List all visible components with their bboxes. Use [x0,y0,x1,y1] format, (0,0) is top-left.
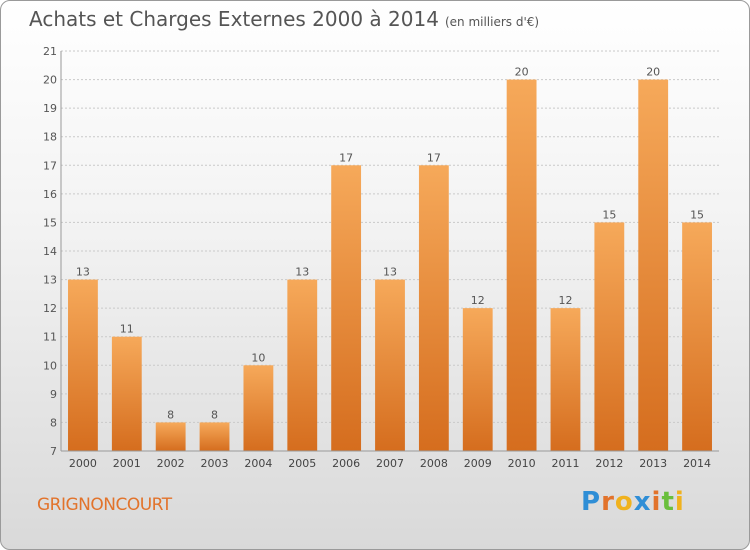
bar [682,222,712,451]
bar [375,279,405,451]
x-axis: 2000 2001 2002 2003 2004 2005 2006 2007 2008 2009… [61,450,719,470]
y-tick-label: 11 [43,331,57,344]
bar-value-label: 8 [211,408,218,421]
bar [287,279,318,451]
bar-value-label: 13 [295,266,309,279]
bar [506,79,537,452]
x-tick-label: 2004 [244,457,272,470]
y-axis: 7 8 9 10 11 12 13 14 15 16 17 18 19 20 21 [43,45,62,458]
y-tick-label: 17 [43,159,57,172]
y-tick-label: 9 [50,388,57,401]
y-tick-label: 8 [50,416,57,429]
bar [155,422,186,451]
y-tick-label: 18 [43,131,57,144]
bar-value-label: 20 [646,66,660,79]
logo-letter: i [674,487,685,517]
logo-letter: t [661,487,675,517]
x-tick-label: 2001 [113,457,141,470]
bar-value-label: 15 [602,208,616,221]
bar-value-label: 20 [515,66,529,79]
x-tick-label: 2007 [376,457,404,470]
logo-letter: x [633,487,652,517]
x-tick-label: 2009 [464,457,492,470]
chart-title: Achats et Charges Externes 2000 à 2014 (e… [29,7,539,31]
bar-value-label: 15 [690,208,704,221]
bar-value-label: 17 [427,151,441,164]
chart-subtitle: (en milliers d'€) [444,15,540,29]
y-tick-label: 13 [43,274,57,287]
x-tick-label: 2005 [288,457,316,470]
x-tick-label: 2014 [683,457,711,470]
bar [638,79,669,452]
x-tick-label: 2013 [639,457,667,470]
commune-name: GRIGNONCOURT [37,495,172,515]
x-tick-label: 2008 [420,457,448,470]
bar-value-label: 13 [76,266,90,279]
bar-value-label: 17 [339,151,353,164]
y-tick-label: 15 [43,216,57,229]
logo-letter: o [614,487,634,517]
bar-value-label: 8 [167,408,174,421]
bar [594,222,625,451]
bar [331,165,362,452]
bar [68,279,98,451]
bar [418,165,449,452]
y-tick-label: 21 [43,45,57,58]
y-tick-label: 10 [43,359,57,372]
y-tick-label: 19 [43,102,57,115]
logo-letter: P [581,487,602,517]
logo-letter: i [651,487,662,517]
logo-letter: r [601,487,615,517]
bar [243,365,274,451]
bar [462,308,493,451]
x-tick-label: 2011 [551,457,579,470]
bar-value-label: 10 [251,351,265,364]
x-tick-label: 2006 [332,457,360,470]
x-tick-label: 2000 [69,457,97,470]
bar [550,308,581,451]
bar [111,336,142,451]
x-tick-label: 2003 [201,457,229,470]
bars: 13 11 8 8 10 13 17 13 17 12 20 12 15 20 15 [68,66,712,452]
x-tick-label: 2010 [508,457,536,470]
bar-value-label: 11 [120,323,134,336]
bar-value-label: 12 [558,294,572,307]
bar [199,422,230,451]
bar-value-label: 13 [383,266,397,279]
x-tick-label: 2002 [157,457,185,470]
chart-title-text: Achats et Charges Externes 2000 à 2014 [29,7,439,31]
bar-value-label: 12 [471,294,485,307]
y-tick-label: 12 [43,302,57,315]
y-tick-label: 7 [50,445,57,458]
x-tick-label: 2012 [595,457,623,470]
y-tick-label: 16 [43,188,57,201]
y-tick-label: 14 [43,245,57,258]
proxiti-logo: Proxiti [581,487,685,517]
y-tick-label: 20 [43,74,57,87]
